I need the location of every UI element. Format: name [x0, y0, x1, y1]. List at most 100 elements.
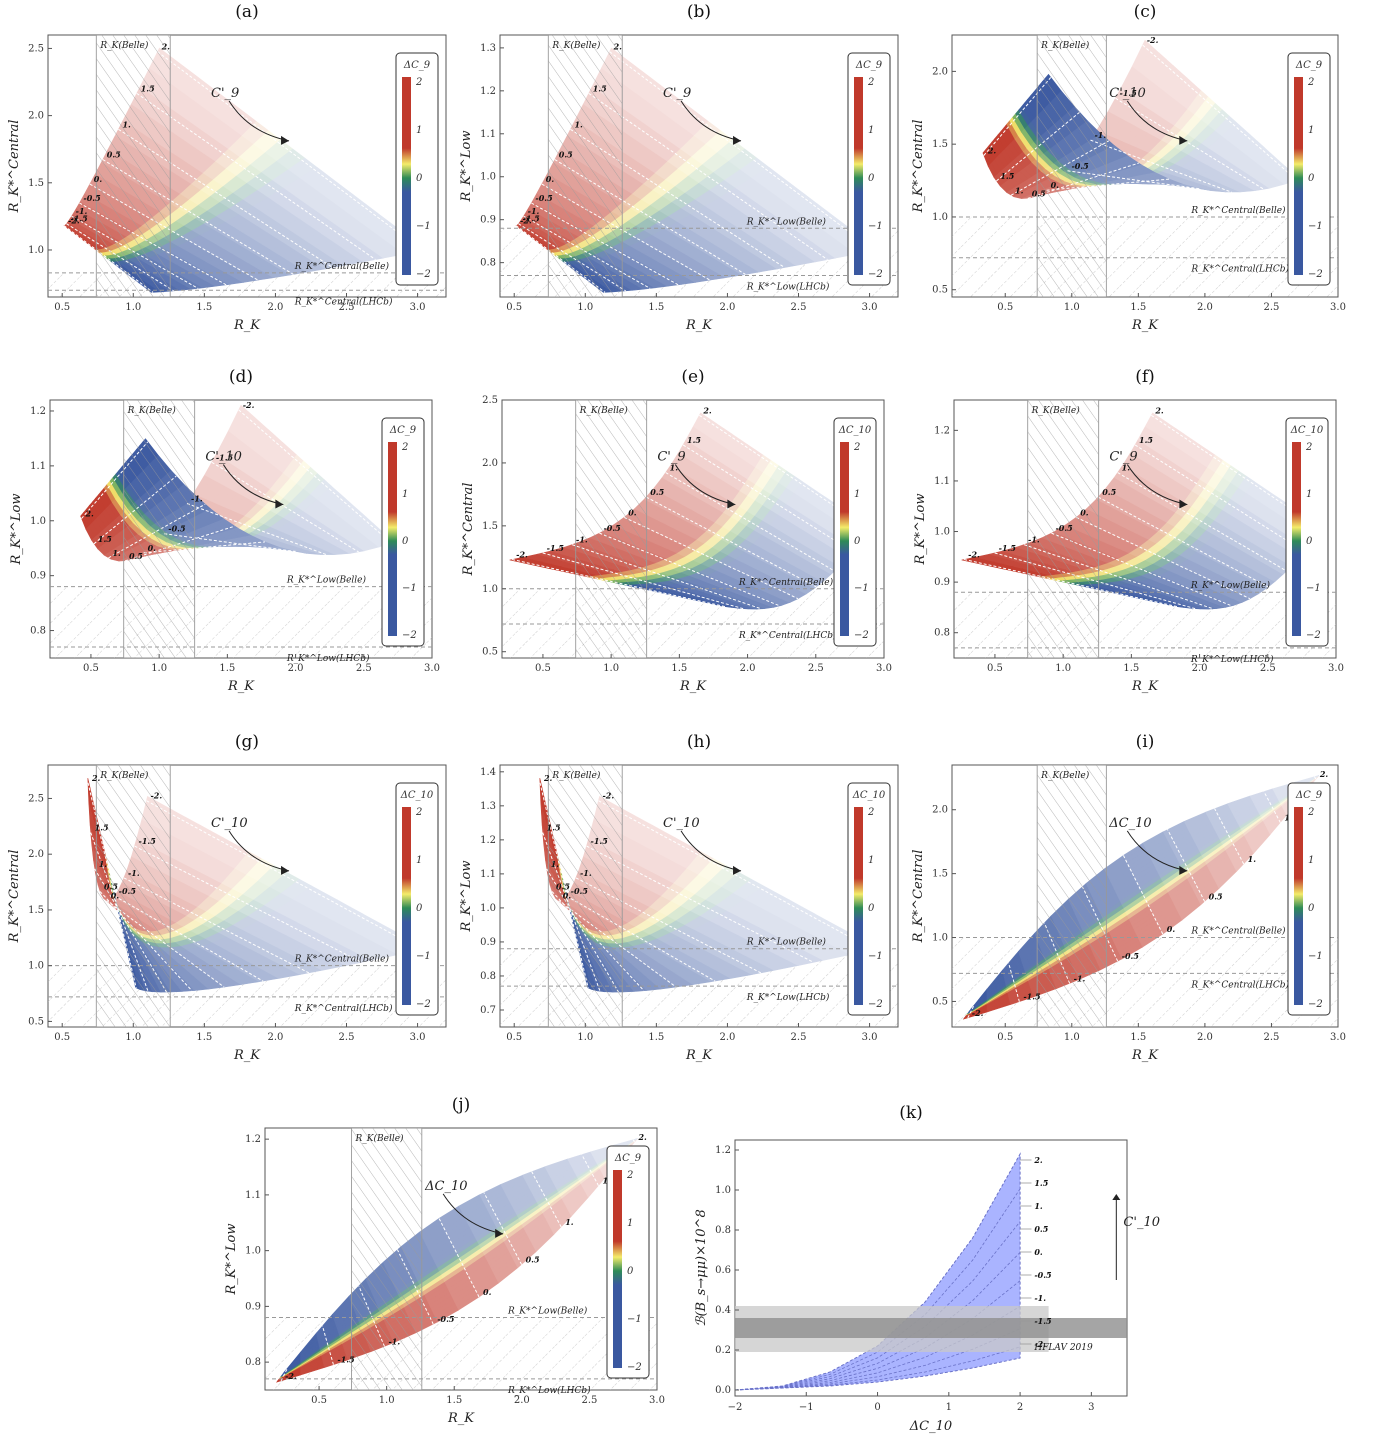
colorbar-tick: −2 [1308, 269, 1323, 280]
arrow-label: ΔC_10 [1108, 816, 1151, 831]
y-tick-label: 1.0 [30, 516, 46, 527]
colorbar-tick: 1 [1308, 855, 1314, 866]
panel-c: (c)2.1.51. 0.50.-0.5-1.-1.5-2.R_K(Belle)R… [911, 2, 1346, 333]
belle-band [547, 35, 623, 297]
belle-band-label: R_K(Belle) [579, 405, 629, 416]
y-tick-label: 1.0 [28, 245, 44, 256]
belle-band [1036, 35, 1107, 297]
contour-line [531, 202, 679, 286]
experiment-line-label: R_K*^Central(LHCb) [738, 630, 837, 641]
y-axis-label: R_K*^Low [913, 494, 928, 566]
x-tick-label: 1.0 [1064, 302, 1080, 313]
contour-label: -0.5 [83, 193, 101, 203]
contour-label: 1.5 [687, 435, 701, 445]
contour-line [79, 202, 227, 286]
contour-line [598, 800, 874, 950]
colorbar-tick: 0 [1308, 173, 1315, 184]
contour-label: -1. [1074, 973, 1086, 983]
contour-label: 1. [122, 119, 131, 129]
colorbar-tick: 1 [868, 855, 874, 866]
y-tick-label: 0.9 [30, 571, 46, 582]
y-tick-label: 2.0 [28, 111, 44, 122]
experiment-line-label: R_K*^Low(LHCb) [1190, 654, 1274, 665]
contour-label: -2. [68, 216, 80, 226]
x-tick-label: 2.0 [1197, 1032, 1213, 1043]
contour-label: 1.5 [141, 83, 155, 93]
arrow-head [281, 135, 290, 145]
y-tick-label: 0.8 [480, 971, 496, 982]
contour-label: 0.5 [556, 882, 570, 892]
colorbar-tick: −1 [868, 221, 883, 232]
arrow-head [275, 499, 284, 509]
colorbar-tick: 0 [416, 173, 423, 184]
belle-band-label: R_K(Belle) [551, 770, 601, 781]
x-tick-label: 1.0 [603, 663, 619, 674]
excluded-region [954, 592, 1336, 658]
panel-j: (j) -2. -1.5 -1. -0.5 0. 0.5 1. 1.5 2. R_K(Belle) R… [224, 1095, 665, 1426]
x-tick-label: 2.0 [1192, 663, 1208, 674]
contour-line [963, 559, 1178, 608]
panel-label: (g) [235, 732, 259, 752]
panel-label: (d) [229, 367, 253, 387]
contour-label: -2. [972, 1008, 984, 1018]
y-tick-label: 0.2 [715, 1345, 731, 1356]
experiment-line-label: R_K*^Central(Belle) [738, 577, 834, 588]
x-tick-label: 2 [1017, 1402, 1023, 1413]
y-tick-label: 2.5 [482, 395, 498, 406]
arrow-label: C'_10 [205, 450, 242, 465]
contour-line [1263, 791, 1281, 823]
excluded-region [952, 216, 1338, 297]
x-tick-label: 3.0 [876, 663, 892, 674]
x-tick-label: 1.0 [379, 1395, 395, 1406]
contour-line [996, 111, 1080, 182]
x-tick-label: 2.5 [1260, 663, 1276, 674]
x-axis-label: ΔC_10 [909, 1419, 952, 1434]
contour-label: 1.5 [98, 534, 112, 544]
contour-label: 2. [987, 145, 997, 155]
contour-label: -1.5 [337, 1355, 355, 1365]
y-tick-label: 0.0 [715, 1385, 731, 1396]
x-tick-label: 2.5 [356, 663, 372, 674]
experiment-line-label: R_K*^Low(Belle) [507, 1306, 588, 1317]
contour-line [623, 516, 799, 600]
contour-line [665, 472, 835, 572]
y-tick-label: 1.4 [480, 767, 496, 778]
colorbar [1294, 807, 1303, 1005]
contour-line [1314, 776, 1317, 780]
x-tick-label: 2.0 [267, 302, 283, 313]
contour-line [734, 1188, 1021, 1391]
arrow-head [495, 1228, 504, 1238]
contour-label: 2. [91, 773, 101, 783]
y-tick-label: 2.0 [932, 805, 948, 816]
arrow-head [727, 499, 736, 509]
contour-line [81, 441, 149, 519]
contour-line [211, 461, 359, 553]
colorbar-title: ΔC_9 [855, 60, 883, 71]
contour-line [581, 1154, 599, 1186]
colorbar-tick: −1 [854, 583, 869, 594]
belle-band-label: R_K(Belle) [1040, 770, 1090, 781]
y-tick-label: 1.2 [480, 86, 496, 97]
colorbar [388, 442, 397, 636]
colorbar-tick: 1 [1306, 489, 1312, 500]
panel-label: (i) [1136, 732, 1155, 752]
arrow-head [1179, 135, 1188, 145]
x-tick-label: 2.5 [1263, 302, 1279, 313]
x-tick-label: 1.5 [1130, 1032, 1146, 1043]
x-tick-label: 2.0 [719, 302, 735, 313]
contour-label: 1.5 [593, 83, 607, 93]
panel-b: (b) -2.-1.5-1. -0.5 0. 0.5 1. 1.5 2. R_K(Belle) R… [459, 2, 899, 333]
x-axis-label: R_K [1131, 679, 1159, 694]
contour-label: 0.5 [650, 487, 664, 497]
colorbar-tick: 2 [626, 1170, 633, 1181]
y-tick-label: 2.0 [932, 66, 948, 77]
y-tick-label: 1.0 [932, 212, 948, 223]
contour-label: -2. [150, 791, 162, 801]
colorbar-tick: 1 [402, 489, 408, 500]
x-axis-label: R_K [685, 318, 713, 333]
colorbar-tick: 1 [416, 125, 422, 136]
contour-label: -0.5 [603, 523, 621, 533]
contour-label: 0. [628, 507, 637, 517]
colorbar-tick: 0 [1308, 903, 1315, 914]
y-tick-label: 1.2 [245, 1134, 261, 1145]
